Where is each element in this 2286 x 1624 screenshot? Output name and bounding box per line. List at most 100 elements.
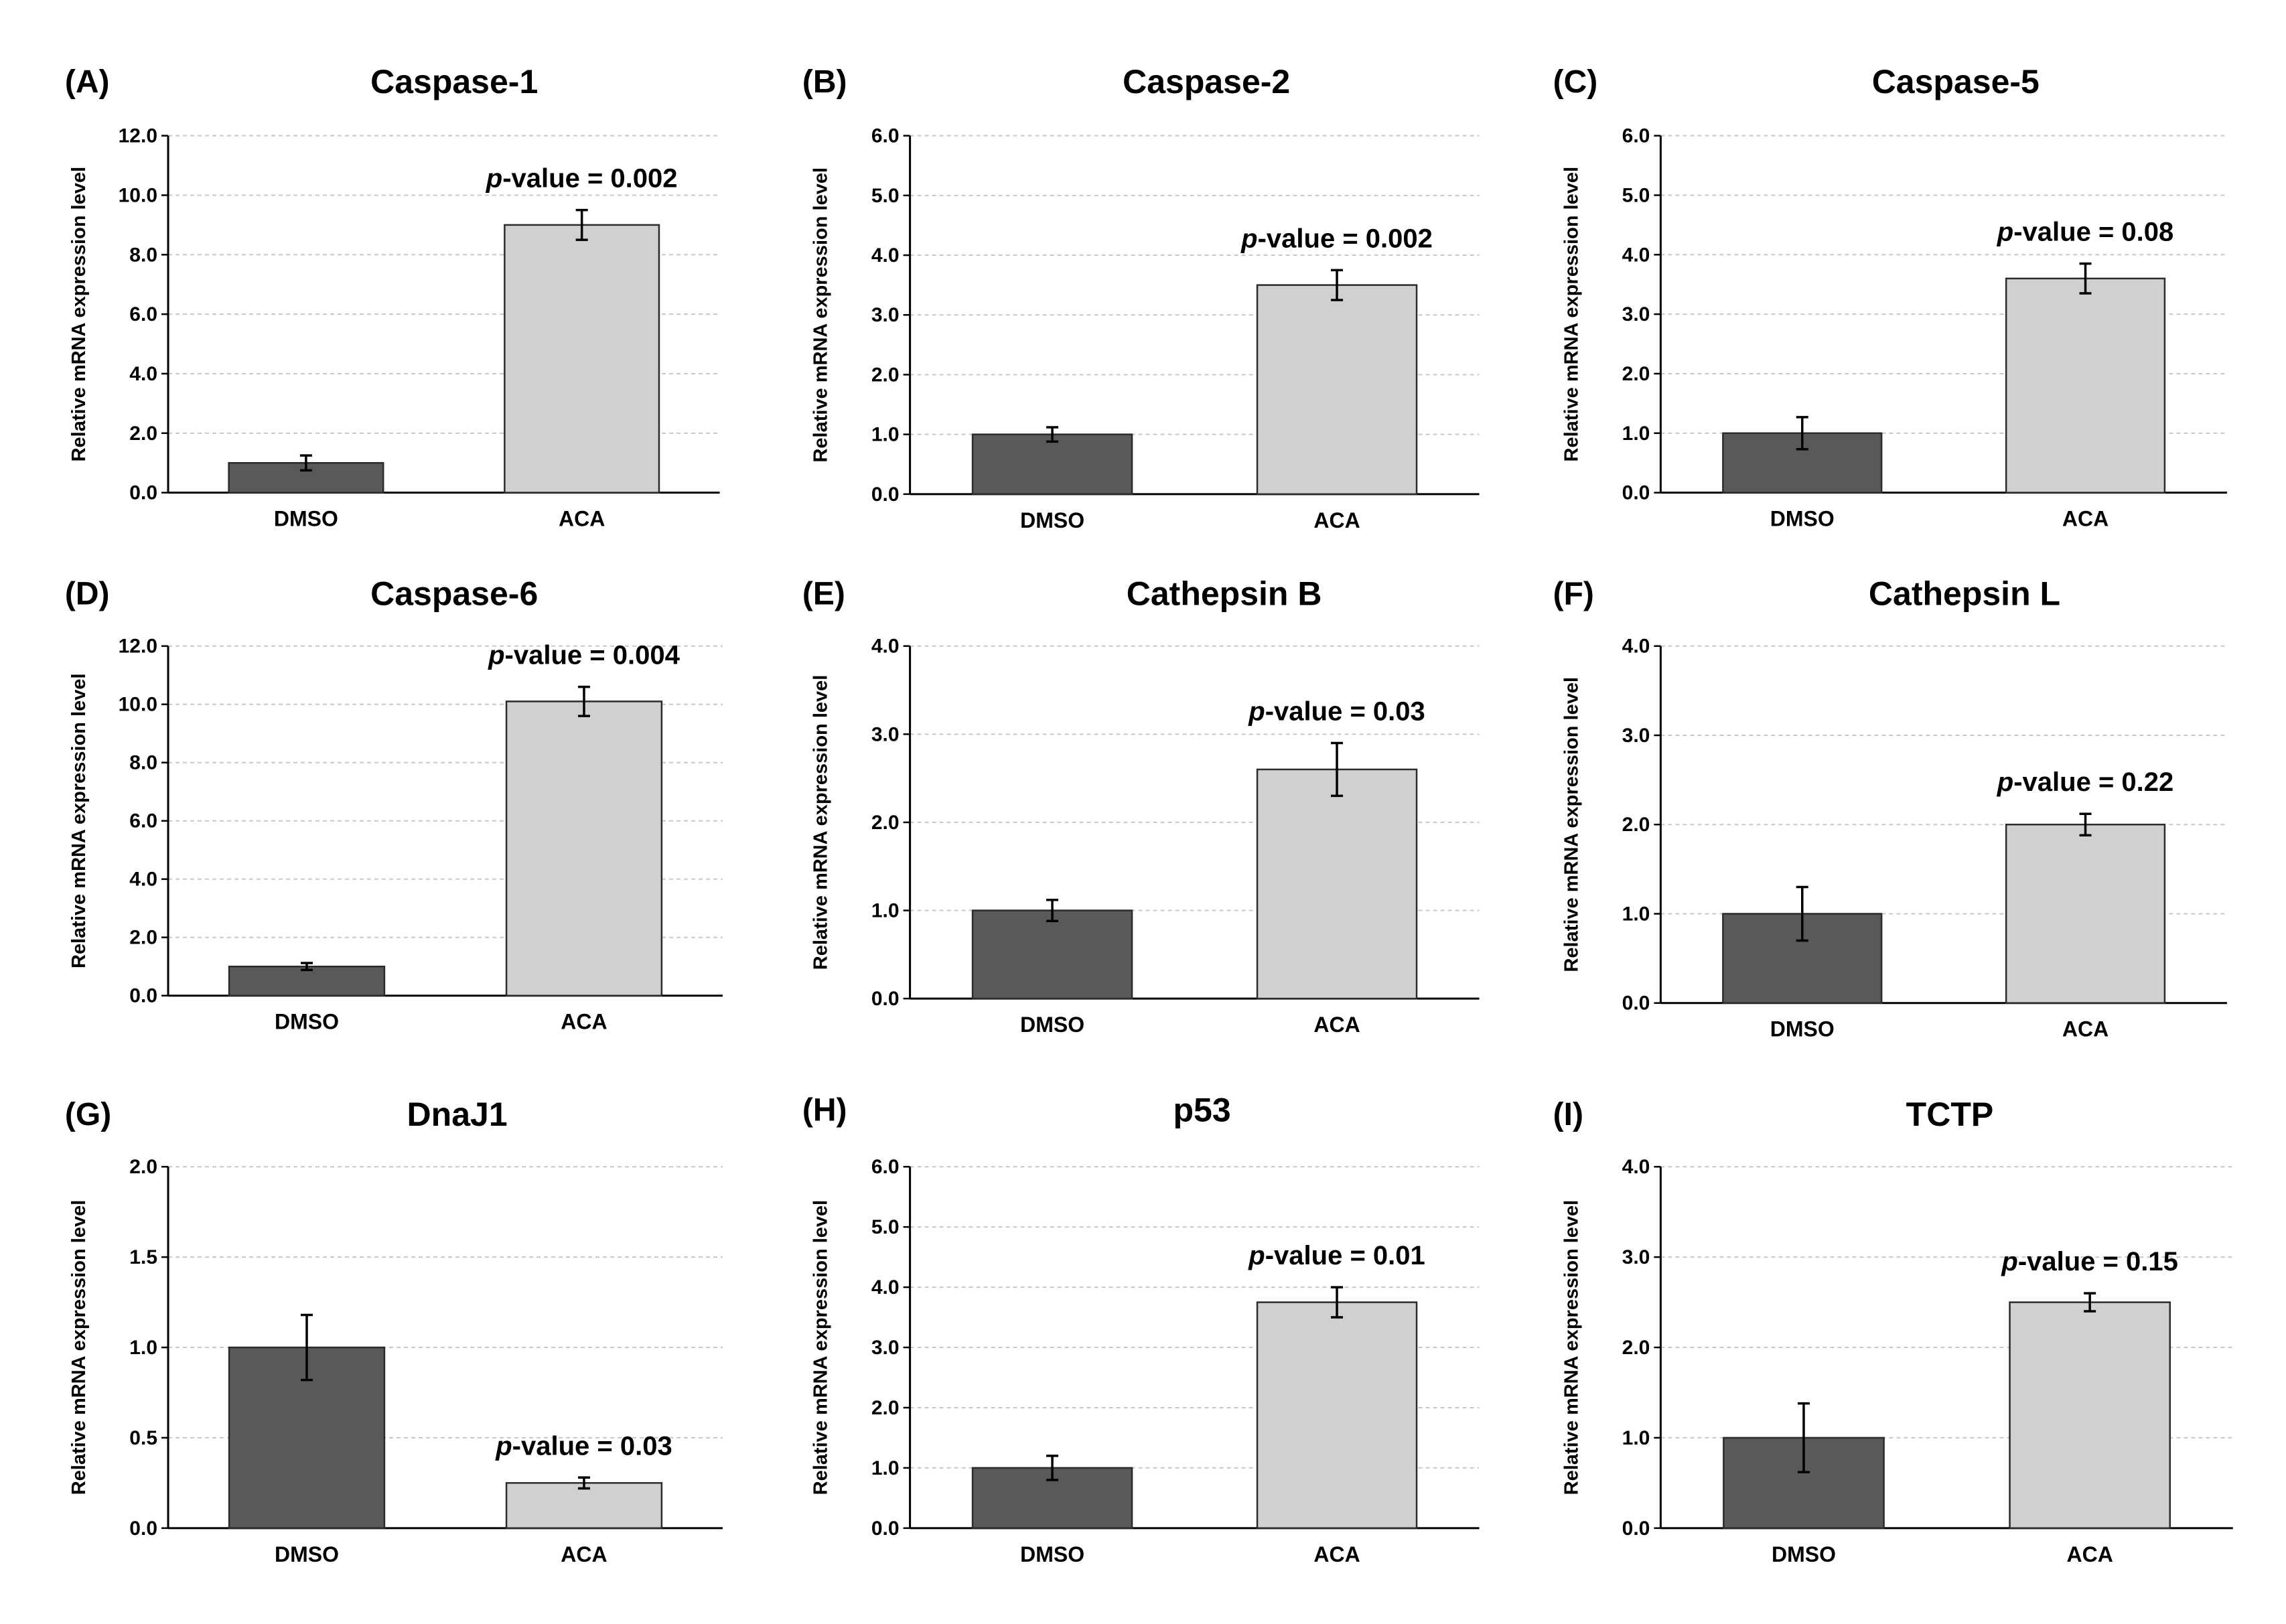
chart-panel: (H) p53 0.0 1.0 2.0 3.0 4.0 5.0 6.0 Relative mRNA… [802,1091,1480,1566]
y-tick-label: 0.0 [1622,992,1650,1015]
chart-panel: (B) Caspase-2 0.0 1.0 2.0 3.0 4.0 5.0 6.0 Relativ… [802,63,1480,532]
p-value-text: -value = 0.03 [1265,696,1425,726]
bar-aca [1256,1301,1418,1530]
chart-title: Cathepsin L [1869,575,2060,612]
y-tick-label: 1.0 [871,1457,900,1479]
y-tick-label: 2.0 [129,423,157,445]
y-tick-label: 4.0 [129,363,157,385]
p-value-text: -value = 0.03 [512,1431,672,1461]
x-tick-label: DMSO [1020,1013,1084,1037]
y-tick-label: 4.0 [871,1276,900,1299]
bar-dmso [971,909,1133,1000]
y-axis-label: Relative mRNA expression level [1561,1200,1582,1495]
y-tick-label: 4.0 [1622,244,1650,266]
y-axis-label: Relative mRNA expression level [810,167,832,463]
y-tick-label: 2.0 [871,1397,900,1419]
y-tick-label: 0.0 [871,484,900,506]
x-tick-label: ACA [561,1542,607,1566]
chart-panel: (C) Caspase-5 0.0 1.0 2.0 3.0 4.0 5.0 6.0 Relativ… [1553,63,2227,531]
x-tick-label: ACA [2062,507,2109,531]
y-tick-label: 0.0 [129,1518,157,1540]
p-value-text: -value = 0.004 [505,641,681,670]
p-value-text: -value = 0.002 [502,164,677,194]
chart-title: Caspase-1 [370,63,538,100]
y-tick-label: 0.0 [871,988,900,1010]
x-tick-label: DMSO [1770,1017,1835,1041]
x-tick-label: ACA [1313,1542,1360,1566]
p-value-text: -value = 0.22 [2013,767,2173,797]
chart-title: Caspase-6 [370,575,538,612]
panel-label: (A) [65,64,110,100]
p-value-text: -value = 0.15 [2018,1247,2178,1276]
panel-label: (I) [1553,1097,1583,1132]
y-tick-label: 3.0 [871,723,900,745]
panel-label: (F) [1553,576,1594,611]
y-tick-label: 6.0 [871,125,900,147]
y-tick-label: 1.0 [871,424,900,446]
p-symbol: p [1240,224,1257,253]
y-tick-label: 4.0 [871,636,900,658]
y-tick-label: 0.0 [129,985,157,1007]
y-tick-label: 3.0 [1622,725,1650,747]
y-tick-label: 4.0 [871,244,900,267]
chart-title: Cathepsin B [1127,575,1322,612]
x-tick-label: ACA [1313,508,1360,532]
bar-aca [2005,277,2166,494]
x-tick-label: DMSO [1020,1542,1084,1566]
y-tick-label: 0.0 [1622,1518,1650,1540]
y-tick-label: 2.0 [1622,1337,1650,1359]
bar-aca [1256,284,1418,496]
y-tick-label: 2.0 [129,927,157,949]
y-tick-label: 3.0 [1622,1246,1650,1268]
chart-panel: (G) DnaJ1 0.0 0.5 1.0 1.5 2.0 Relative mRNA exp… [65,1096,723,1566]
y-tick-label: 12.0 [119,125,157,147]
p-value-annotation: p-value = 0.03 [1248,696,1425,726]
panel-label: (G) [65,1097,111,1132]
x-tick-label: ACA [1313,1013,1360,1037]
y-tick-label: 3.0 [871,304,900,326]
y-tick-label: 4.0 [1622,636,1650,658]
y-tick-label: 2.0 [871,364,900,386]
panel-label: (D) [65,576,110,611]
y-tick-label: 12.0 [119,636,157,658]
y-tick-label: 4.0 [1622,1156,1650,1178]
y-axis-label: Relative mRNA expression level [68,673,90,968]
chart-title: DnaJ1 [407,1096,508,1133]
y-tick-label: 2.0 [1622,814,1650,836]
panel-label: (B) [802,64,847,100]
y-tick-label: 1.0 [871,900,900,922]
bar-aca [2005,823,2166,1004]
y-tick-label: 10.0 [119,694,157,716]
y-tick-label: 0.0 [129,482,157,504]
chart-panel: (A) Caspase-1 0.0 2.0 4.0 6.0 8.0 10.0 12.0 Relat… [65,63,720,531]
p-value-text: -value = 0.08 [2013,218,2173,247]
y-tick-label: 6.0 [871,1156,900,1178]
y-tick-label: 10.0 [119,184,157,206]
panel-label: (C) [1553,64,1598,100]
y-tick-label: 5.0 [871,1216,900,1238]
y-axis-label: Relative mRNA expression level [1561,677,1582,972]
bar-dmso [971,433,1133,496]
y-tick-label: 6.0 [1622,125,1650,147]
bar-dmso [228,965,386,996]
chart-title: Caspase-5 [1872,63,2040,100]
y-axis-label: Relative mRNA expression level [810,675,832,970]
y-axis-label: Relative mRNA expression level [1561,167,1582,462]
x-tick-label: DMSO [1772,1542,1836,1566]
x-tick-label: ACA [561,1010,607,1034]
panel-label: (H) [802,1092,847,1128]
x-tick-label: DMSO [1770,507,1835,531]
y-tick-label: 2.0 [871,812,900,834]
p-symbol: p [488,641,504,670]
bar-aca [505,1482,663,1530]
p-value-annotation: p-value = 0.15 [2001,1247,2177,1276]
y-tick-label: 2.0 [129,1156,157,1178]
p-value-annotation: p-value = 0.004 [488,641,680,670]
x-tick-label: DMSO [1020,508,1084,532]
y-tick-label: 6.0 [129,810,157,832]
chart-title: Caspase-2 [1123,63,1290,100]
bar-aca [505,700,663,996]
y-tick-label: 2.0 [1622,363,1650,385]
